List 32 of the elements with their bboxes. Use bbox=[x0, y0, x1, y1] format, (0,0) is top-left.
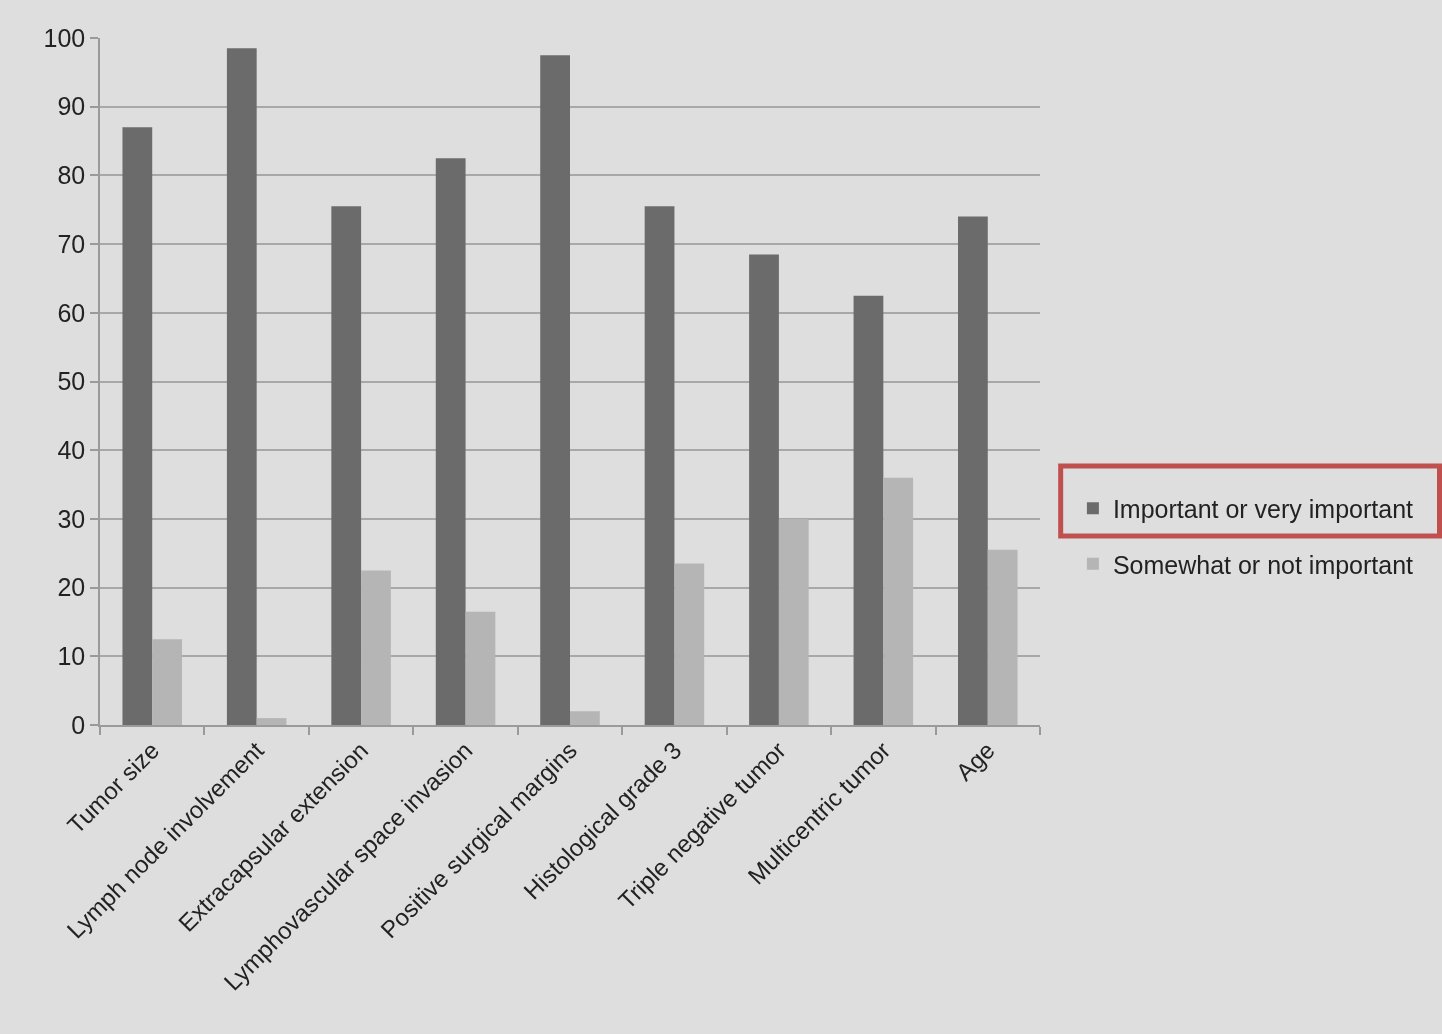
y-tick-label: 40 bbox=[57, 435, 86, 464]
bar bbox=[778, 518, 809, 725]
y-tick-label: 10 bbox=[57, 642, 86, 671]
bar bbox=[853, 295, 884, 725]
bar bbox=[883, 477, 914, 725]
bar bbox=[361, 570, 391, 725]
bar bbox=[331, 206, 362, 725]
y-tick-label: 100 bbox=[43, 23, 86, 52]
legend-label: Important or very important bbox=[1112, 495, 1414, 524]
bar bbox=[152, 639, 182, 725]
y-tick-label: 80 bbox=[57, 161, 86, 190]
y-tick-label: 60 bbox=[57, 298, 86, 327]
y-tick-label: 0 bbox=[71, 710, 86, 739]
bar bbox=[644, 206, 675, 725]
legend-label: Somewhat or not important bbox=[1112, 550, 1414, 579]
bar bbox=[958, 216, 988, 725]
bar bbox=[749, 254, 779, 725]
bar bbox=[435, 158, 466, 725]
bar bbox=[674, 563, 705, 725]
bar bbox=[465, 611, 496, 725]
y-tick-label: 30 bbox=[57, 504, 86, 533]
bar bbox=[256, 718, 287, 725]
bar bbox=[226, 48, 257, 725]
y-tick-label: 90 bbox=[57, 92, 86, 121]
y-tick-label: 70 bbox=[57, 229, 86, 258]
bar bbox=[122, 127, 153, 725]
y-tick-label: 50 bbox=[57, 367, 86, 396]
bar bbox=[570, 711, 600, 725]
bar bbox=[987, 549, 1018, 725]
bar bbox=[540, 55, 570, 725]
x-tick-label: Age bbox=[950, 736, 1000, 786]
y-tick-label: 20 bbox=[57, 573, 86, 602]
